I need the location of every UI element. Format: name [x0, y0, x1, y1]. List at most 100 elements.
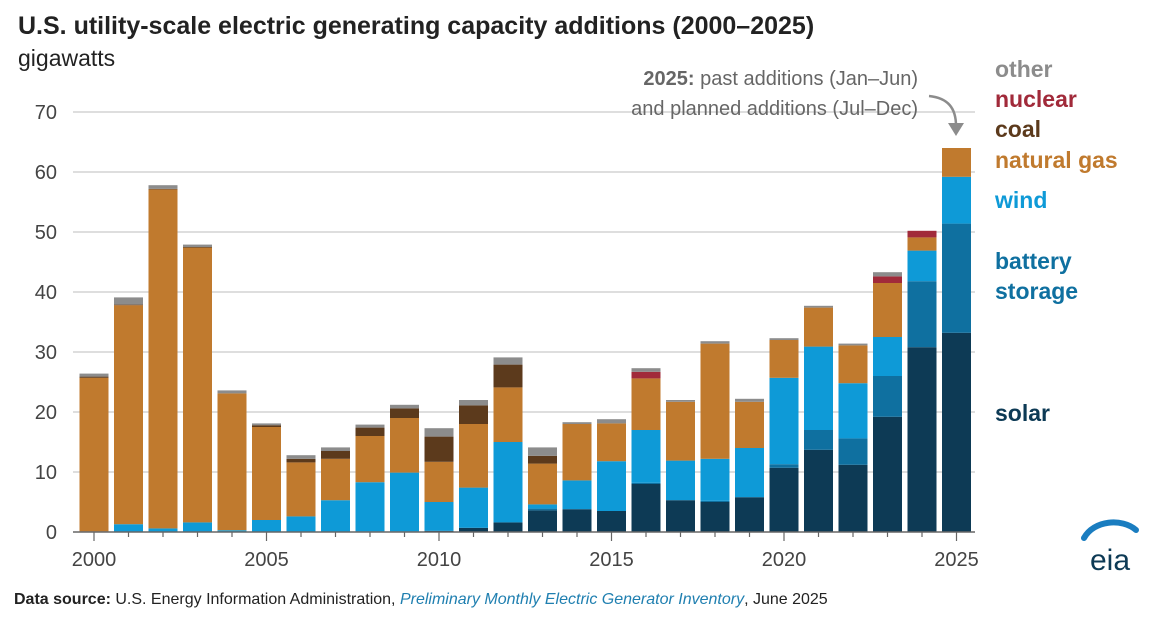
- bar-segment-natural_gas: [838, 345, 868, 384]
- bar-segment-battery: [528, 508, 557, 511]
- bar-segment-natural_gas: [79, 377, 109, 532]
- bar-segment-coal: [528, 455, 557, 464]
- bar-segment-natural_gas: [597, 423, 626, 462]
- bar-segment-other: [631, 368, 661, 372]
- bar-segment-coal: [321, 451, 350, 459]
- bar-segment-solar: [631, 484, 661, 532]
- bar-segment-natural_gas: [459, 424, 488, 488]
- bar-segment-wind: [631, 430, 661, 483]
- annotation: 2025: past additions (Jan–Jun) and plann…: [631, 68, 918, 120]
- bar-segment-coal: [493, 364, 523, 388]
- bar-segment-other: [79, 373, 109, 377]
- x-tick-label: 2000: [72, 549, 117, 571]
- bar-segment-natural_gas: [424, 461, 454, 502]
- source-publication-link[interactable]: Preliminary Monthly Electric Generator I…: [399, 591, 745, 608]
- bar-segment-natural_gas: [114, 305, 143, 525]
- bar-segment-wind: [286, 516, 316, 532]
- bar-segment-other: [355, 424, 385, 428]
- bar-segment-other: [562, 422, 592, 424]
- bar-segment-wind: [769, 377, 799, 465]
- bar-segment-wind: [562, 480, 592, 510]
- bar-segment-wind: [700, 458, 730, 501]
- bar-segment-wind: [114, 524, 143, 532]
- bar-segment-natural_gas: [355, 436, 385, 483]
- bar-segment-battery: [907, 281, 937, 348]
- x-tick-label: 2015: [589, 549, 634, 571]
- bar-segment-solar: [873, 416, 902, 532]
- x-tick-label: 2010: [417, 549, 462, 571]
- bar-segment-wind: [217, 530, 247, 532]
- y-tick-label: 0: [46, 522, 57, 544]
- bar-segment-coal: [355, 427, 385, 436]
- bar-segment-natural_gas: [321, 458, 350, 501]
- legend-battery-line-1: battery: [995, 248, 1072, 274]
- bar-segment-other: [321, 447, 350, 451]
- bar-segment-wind: [148, 528, 178, 532]
- bar-segment-natural_gas: [631, 378, 661, 430]
- bar-segment-coal: [114, 304, 143, 306]
- bar-segment-coal: [148, 188, 178, 190]
- bar-segment-coal: [390, 408, 419, 418]
- bar-segment-battery: [631, 482, 661, 484]
- bar-segment-natural_gas: [873, 283, 902, 337]
- bar-segment-other: [700, 341, 730, 344]
- bar-segment-natural_gas: [493, 387, 523, 442]
- bar-segment-other: [286, 455, 316, 459]
- bar-segment-other: [493, 357, 523, 365]
- bar-segment-wind: [838, 383, 868, 439]
- bar-segment-natural_gas: [183, 247, 212, 523]
- bar-segment-other: [528, 447, 557, 456]
- eia-logo: eia: [1081, 519, 1139, 574]
- bar-segment-battery: [769, 464, 799, 468]
- y-axis: 0 10 20 30 40 50 60 70: [35, 102, 57, 544]
- bar-segment-wind: [666, 460, 695, 501]
- source-label: Data source:: [14, 591, 111, 608]
- bar-segment-natural_gas: [528, 463, 557, 505]
- bar-segment-coal: [79, 376, 109, 378]
- bar-segment-wind: [907, 250, 937, 282]
- bar-segment-nuclear: [873, 276, 902, 283]
- bar-segment-other: [597, 419, 626, 424]
- y-tick-label: 10: [35, 462, 57, 484]
- bar-segment-solar: [459, 527, 488, 532]
- bar-segment-other: [873, 272, 902, 277]
- bar-segment-other: [252, 423, 281, 426]
- bar-segment-other: [114, 297, 143, 305]
- bar-segment-coal: [424, 436, 454, 462]
- legend-natural-gas: natural gas: [995, 147, 1118, 173]
- bar-segment-wind: [183, 522, 212, 532]
- bar-segment-nuclear: [631, 371, 661, 379]
- bar-segment-solar: [942, 332, 971, 532]
- legend-nuclear: nuclear: [995, 86, 1077, 112]
- bar-segment-other: [666, 400, 695, 402]
- bar-segment-battery: [804, 430, 833, 450]
- bar-segment-other: [183, 244, 212, 247]
- legend: other nuclear coal natural gas wind batt…: [994, 56, 1118, 426]
- bar-segment-solar: [700, 502, 730, 532]
- y-tick-label: 60: [35, 162, 57, 184]
- annotation-line-2: and planned additions (Jul–Dec): [631, 98, 918, 120]
- bar-segment-other: [804, 305, 833, 308]
- bar-segment-solar: [528, 510, 557, 532]
- source-text-1: U.S. Energy Information Administration,: [110, 591, 400, 608]
- bar-segment-natural_gas: [562, 424, 592, 481]
- bar-segment-other: [459, 400, 488, 406]
- bar-segment-wind: [942, 176, 971, 224]
- bar-segment-solar: [493, 522, 523, 532]
- legend-wind: wind: [994, 187, 1047, 213]
- annotation-line-1: 2025: past additions (Jan–Jun): [643, 68, 918, 90]
- bar-segment-natural_gas: [148, 189, 178, 529]
- legend-solar: solar: [995, 400, 1050, 426]
- bar-segment-battery: [700, 500, 730, 502]
- bar-segment-natural_gas: [700, 343, 730, 459]
- bar-segment-wind: [424, 502, 454, 531]
- bar-segment-solar: [804, 449, 833, 532]
- bar-segment-other: [390, 404, 419, 409]
- data-source: Data source: U.S. Energy Information Adm…: [14, 591, 828, 609]
- bar-segment-wind: [321, 500, 350, 532]
- y-tick-label: 30: [35, 342, 57, 364]
- bar-segment-wind: [597, 461, 626, 511]
- bar-segment-wind: [735, 448, 764, 498]
- bar-segment-wind: [804, 346, 833, 430]
